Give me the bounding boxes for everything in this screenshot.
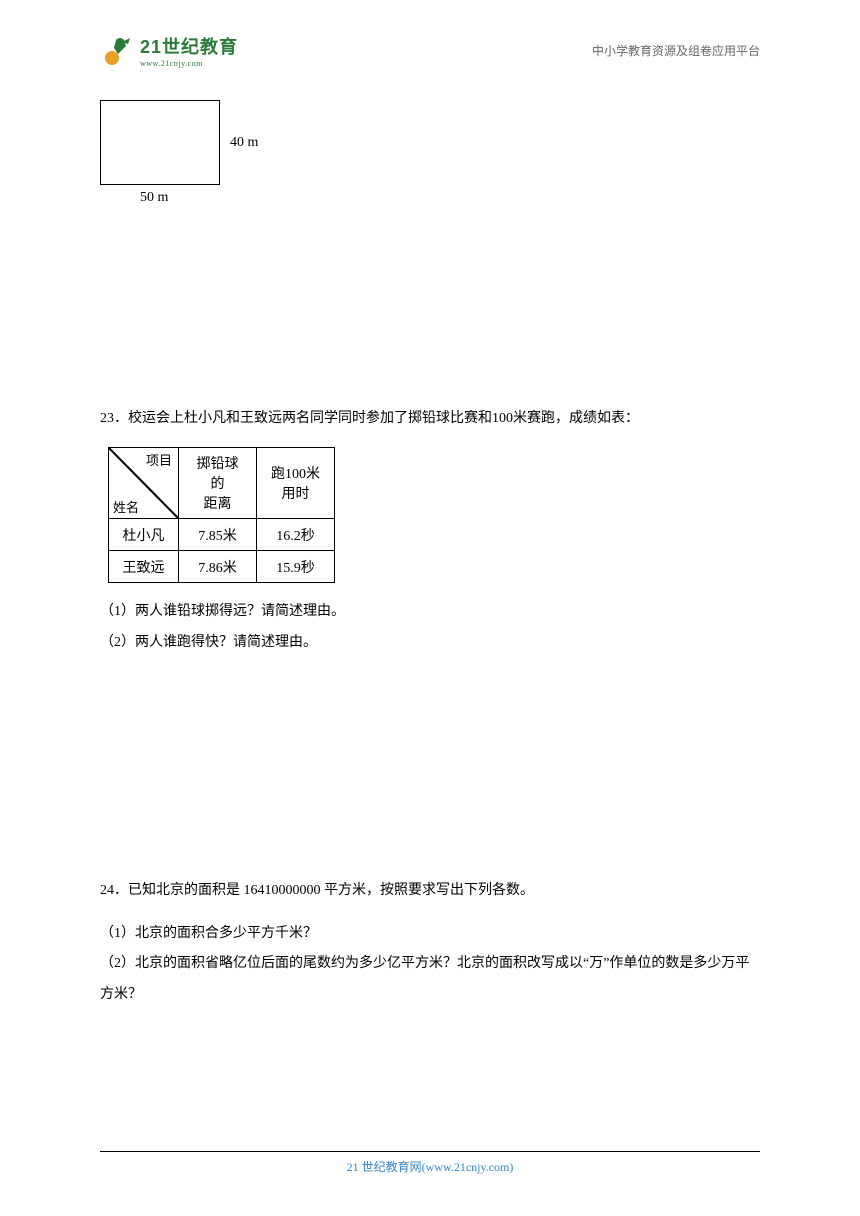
rect-bottom-label: 50 m <box>140 190 168 206</box>
table-cell: 7.85米 <box>179 519 257 551</box>
table-row: 王致远 7.86米 15.9秒 <box>109 551 335 583</box>
diag-bottom-label: 姓名 <box>113 497 139 516</box>
page-header: 21世纪教育 www.21cnjy.com 中小学教育资源及组卷应用平台 <box>100 32 760 68</box>
q23-sub1: （1）两人谁铅球掷得远？请简述理由。 <box>100 597 760 628</box>
table-header-col3: 跑100米 用时 <box>257 448 335 519</box>
rectangle-shape <box>100 100 220 185</box>
q24-text: 已知北京的面积是 16410000000 平方米，按照要求写出下列各数。 <box>128 883 534 898</box>
logo-main-text: 21世纪教育 <box>140 33 238 59</box>
table-cell-name: 杜小凡 <box>109 519 179 551</box>
page-footer: 21 世纪教育网(www.21cnjy.com) <box>100 1151 760 1176</box>
rect-right-label: 40 m <box>230 135 258 151</box>
table-row: 项目 姓名 掷铅球的 距离 跑100米 用时 <box>109 448 335 519</box>
q23-number: 23． <box>100 411 128 426</box>
question-24: 24．已知北京的面积是 16410000000 平方米，按照要求写出下列各数。 <box>100 877 760 905</box>
question-23: 23．校运会上杜小凡和王致远两名同学同时参加了掷铅球比赛和100米赛跑，成绩如表… <box>100 405 760 433</box>
q24-sub1: （1）北京的面积合多少平方千米？ <box>100 919 760 950</box>
q23-sub2: （2）两人谁跑得快？请简述理由。 <box>100 628 760 659</box>
q23-text: 校运会上杜小凡和王致远两名同学同时参加了掷铅球比赛和100米赛跑，成绩如表： <box>128 411 639 426</box>
table-cell: 16.2秒 <box>257 519 335 551</box>
footer-text: 21 世纪教育网(www.21cnjy.com) <box>347 1160 514 1174</box>
logo-icon <box>100 32 136 68</box>
table-cell-name: 王致远 <box>109 551 179 583</box>
page-content: 40 m 50 m 23．校运会上杜小凡和王致远两名同学同时参加了掷铅球比赛和1… <box>100 100 760 1011</box>
table-cell: 15.9秒 <box>257 551 335 583</box>
table-cell: 7.86米 <box>179 551 257 583</box>
table-header-col2: 掷铅球的 距离 <box>179 448 257 519</box>
logo-sub-text: www.21cnjy.com <box>140 59 238 68</box>
results-table: 项目 姓名 掷铅球的 距离 跑100米 用时 杜小凡 7.85米 16.2秒 王… <box>108 447 335 583</box>
logo-text: 21世纪教育 www.21cnjy.com <box>140 33 238 68</box>
q24-sub2: （2）北京的面积省略亿位后面的尾数约为多少亿平方米？北京的面积改写成以“万”作单… <box>100 949 760 1011</box>
table-row: 杜小凡 7.85米 16.2秒 <box>109 519 335 551</box>
table-diagonal-header: 项目 姓名 <box>109 448 179 519</box>
diag-top-label: 项目 <box>146 450 172 469</box>
rectangle-diagram: 40 m 50 m <box>100 100 300 210</box>
logo: 21世纪教育 www.21cnjy.com <box>100 32 238 68</box>
header-subtitle: 中小学教育资源及组卷应用平台 <box>592 42 760 59</box>
q24-number: 24． <box>100 883 128 898</box>
